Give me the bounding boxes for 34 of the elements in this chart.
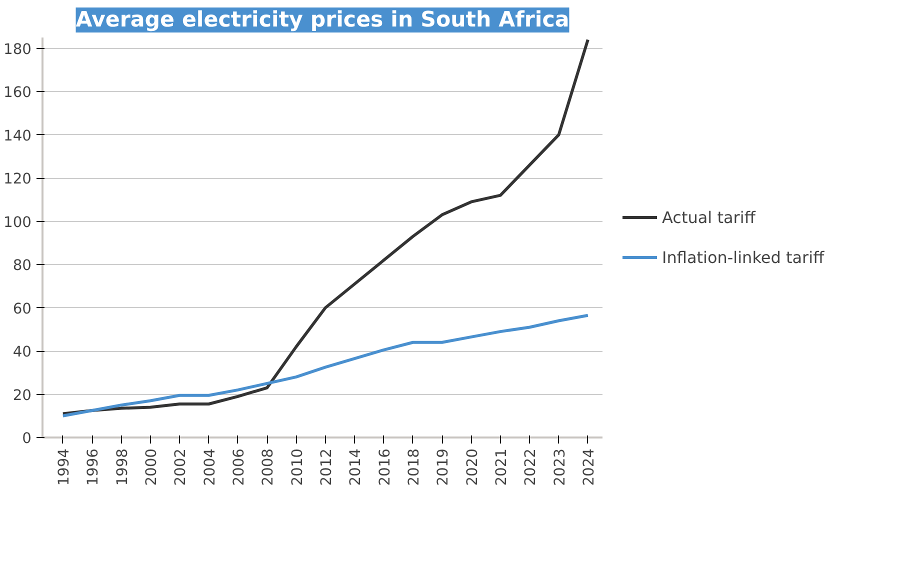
x-tick-label: 2002: [172, 448, 190, 486]
chart-title: Average electricity prices in South Africa: [76, 8, 570, 32]
y-tick-label: 120: [4, 170, 32, 188]
legend-label: Actual tariff: [662, 208, 756, 226]
x-tick-label: 1996: [84, 448, 102, 486]
x-tick-label: 2022: [522, 448, 540, 486]
x-tick-label: 2019: [434, 448, 452, 486]
y-tick-label: 160: [4, 84, 32, 102]
x-tick-label: 2024: [580, 448, 598, 486]
y-tick-label: 80: [12, 257, 32, 274]
legend-label: Inflation-linked tariff: [662, 248, 824, 266]
x-tick-label: 2008: [260, 448, 277, 486]
x-tick-label: 2023: [551, 448, 568, 486]
x-tick-label: 2010: [288, 448, 306, 486]
x-tick-label: 1998: [114, 448, 131, 486]
line-series: [61, 38, 590, 416]
x-tick-label: 2014: [347, 448, 364, 486]
x-tick-label: 2000: [142, 448, 160, 486]
x-tick-label: 2012: [318, 448, 335, 486]
line-series: [61, 314, 590, 418]
y-tick-label: 0: [22, 430, 32, 447]
y-tick-label: 60: [12, 300, 32, 318]
y-tick-label: 20: [12, 386, 32, 404]
x-tick-label: 1994: [55, 448, 72, 486]
x-tick-label: 2021: [492, 448, 510, 486]
y-tick-label: 40: [12, 344, 32, 361]
x-tick-label: 2016: [376, 448, 394, 486]
x-tick-label: 2006: [230, 448, 248, 486]
x-tick-label: 2020: [464, 448, 481, 486]
y-tick-label: 140: [4, 127, 32, 144]
x-tick-label: 2018: [405, 448, 422, 486]
y-tick-label: 180: [4, 40, 32, 58]
y-tick-label: 100: [4, 214, 32, 231]
x-tick-label: 2004: [201, 448, 218, 486]
